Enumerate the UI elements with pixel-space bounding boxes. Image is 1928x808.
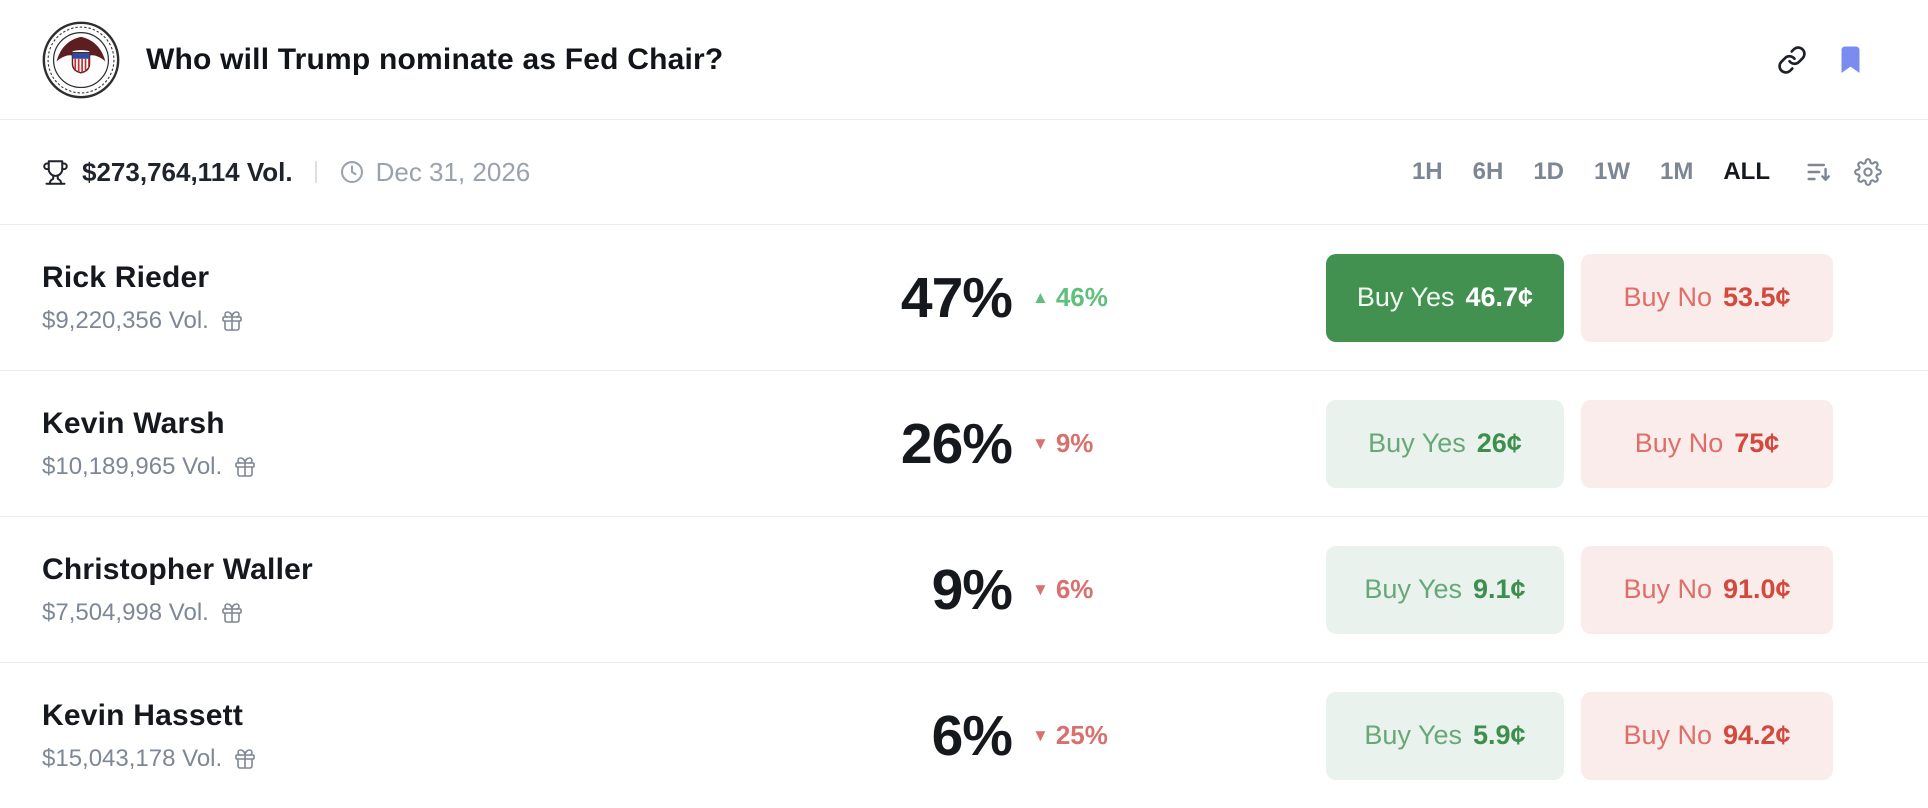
- chance-delta: ▼ 25%: [1012, 720, 1182, 751]
- buy-no-button[interactable]: Buy No 53.5¢: [1581, 253, 1833, 342]
- outcome-volume: $9,220,356 Vol.: [42, 306, 209, 334]
- outcome-row: Christopher Waller $7,504,998 Vol. 9% ▼ …: [0, 517, 1928, 663]
- outcome-volume: $15,043,178 Vol.: [42, 744, 223, 772]
- time-filter-group: 1H 6H 1D 1W 1M ALL: [1412, 158, 1770, 186]
- delta-value: 9%: [1055, 428, 1094, 458]
- link-icon: [1778, 45, 1806, 74]
- delta-down-icon: ▼: [1032, 580, 1049, 599]
- time-filter-1w[interactable]: 1W: [1594, 158, 1630, 185]
- copy-link-button[interactable]: [1777, 45, 1807, 75]
- outcome-volume: $10,189,965 Vol.: [42, 452, 223, 480]
- chance-percent: 9%: [931, 557, 1013, 622]
- end-date: Dec 31, 2026: [375, 156, 531, 187]
- clock-icon: [340, 161, 363, 183]
- chance-percent: 6%: [931, 703, 1013, 768]
- gift-icon[interactable]: [220, 309, 244, 333]
- time-filter-6h[interactable]: 6H: [1472, 158, 1504, 185]
- outcome-row: Kevin Warsh $10,189,965 Vol. 26% ▼ 9%: [0, 371, 1928, 517]
- delta-up-icon: ▲: [1032, 288, 1049, 307]
- buy-yes-button[interactable]: Buy Yes 26¢: [1326, 399, 1564, 488]
- time-filter-1h[interactable]: 1H: [1411, 158, 1443, 185]
- divider: [314, 161, 317, 183]
- bookmark-icon: [1841, 46, 1860, 73]
- outcome-name: Kevin Hassett: [42, 698, 244, 732]
- outcome-row: Rick Rieder $9,220,356 Vol. 47% ▲ 46%: [0, 225, 1928, 371]
- outcome-name: Kevin Warsh: [42, 406, 225, 440]
- buy-yes-button[interactable]: Buy Yes 9.1¢: [1326, 545, 1564, 634]
- outcome-row: Kevin Hassett $15,043,178 Vol. 6% ▼ 25%: [0, 663, 1928, 808]
- buy-no-button[interactable]: Buy No 75¢: [1581, 399, 1833, 488]
- federal-reserve-seal-logo: [42, 21, 120, 98]
- trophy-icon: [43, 159, 68, 185]
- chance-percent: 26%: [900, 411, 1013, 476]
- delta-value: 25%: [1055, 720, 1108, 750]
- time-filter-all[interactable]: ALL: [1723, 158, 1770, 185]
- chance-delta: ▲ 46%: [1012, 282, 1182, 313]
- total-volume: $273,764,114 Vol.: [82, 156, 293, 187]
- outcome-volume: $7,504,998 Vol.: [42, 598, 209, 626]
- time-filter-1m[interactable]: 1M: [1660, 158, 1694, 185]
- sort-icon: [1807, 163, 1830, 181]
- buy-no-button[interactable]: Buy No 91.0¢: [1581, 545, 1833, 634]
- chance-delta: ▼ 6%: [1012, 574, 1182, 605]
- buy-yes-button[interactable]: Buy Yes 46.7¢: [1326, 253, 1564, 342]
- buy-yes-button[interactable]: Buy Yes 5.9¢: [1326, 691, 1564, 780]
- bookmark-button[interactable]: [1837, 45, 1864, 75]
- delta-value: 6%: [1055, 574, 1094, 604]
- delta-value: 46%: [1055, 282, 1108, 312]
- gift-icon[interactable]: [233, 455, 257, 479]
- settings-button[interactable]: [1854, 158, 1882, 186]
- buy-no-button[interactable]: Buy No 94.2¢: [1581, 691, 1833, 780]
- gift-icon[interactable]: [220, 601, 244, 625]
- outcome-name: Rick Rieder: [42, 260, 210, 294]
- sort-button[interactable]: [1804, 158, 1832, 186]
- gear-icon: [1854, 158, 1882, 186]
- chance-percent: 47%: [900, 265, 1013, 330]
- delta-down-icon: ▼: [1032, 434, 1049, 453]
- outcome-name: Christopher Waller: [42, 552, 313, 586]
- market-header: Who will Trump nominate as Fed Chair?: [0, 0, 1928, 120]
- time-filter-1d[interactable]: 1D: [1533, 158, 1564, 185]
- market-title: Who will Trump nominate as Fed Chair?: [146, 42, 724, 76]
- chance-delta: ▼ 9%: [1012, 428, 1182, 459]
- gift-icon[interactable]: [233, 747, 257, 771]
- outcome-list: Rick Rieder $9,220,356 Vol. 47% ▲ 46%: [0, 225, 1928, 808]
- delta-down-icon: ▼: [1032, 726, 1049, 745]
- stats-bar: $273,764,114 Vol. Dec 31, 2026 1H 6H 1D 1W 1…: [0, 120, 1928, 225]
